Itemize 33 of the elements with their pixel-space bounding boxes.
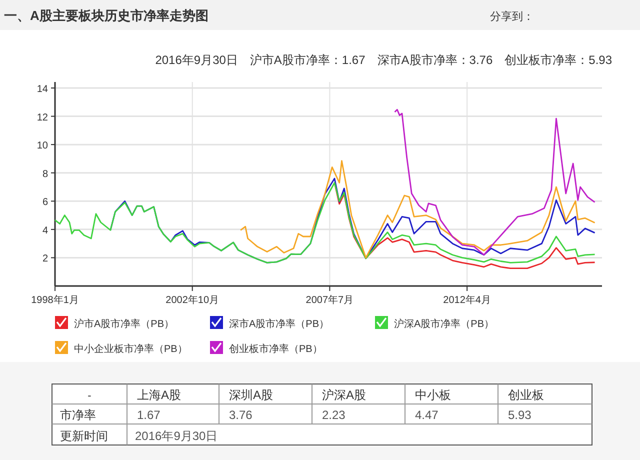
text: 2016年9月30日	[135, 429, 218, 443]
category-label: 上海A股	[137, 388, 182, 402]
y-tick-label: 4	[42, 225, 48, 236]
legend-label: 深市A股市净率（PB）	[229, 318, 330, 330]
category-label: 深圳A股	[229, 388, 274, 402]
legend-label: 沪市A股市净率（PB）	[74, 318, 174, 330]
text: 分享到：	[490, 10, 534, 23]
x-tick-label: 2012年4月	[443, 294, 491, 306]
data-label: 1.67	[137, 408, 161, 422]
y-tick-label: 10	[36, 140, 48, 152]
legend-label: 中小企业板市净率（PB）	[74, 343, 188, 355]
chart-subtitle: 2016年9月30日 沪市A股市净率：1.67 深市A股市净率：3.76 创业板市净率：5.93	[155, 53, 612, 67]
x-tick-label: 1998年1月	[31, 294, 79, 306]
x-tick-label: 2002年10月	[166, 294, 220, 306]
y-tick-label: 12	[36, 112, 48, 124]
category-label: 创业板	[508, 388, 544, 402]
y-tick-label: 2	[42, 254, 48, 265]
chart-title: 一、A股主要板块历史市净率走势图	[4, 8, 208, 23]
category-label: 沪深A股	[322, 388, 366, 402]
category-label: 中小板	[415, 388, 451, 402]
text: 更新时间	[60, 429, 108, 443]
data-label: 4.47	[415, 408, 439, 422]
data-label: 5.93	[508, 408, 532, 422]
data-label: 3.76	[229, 408, 253, 422]
legend-label: 沪深A股市净率（PB）	[394, 318, 494, 330]
y-tick-label: 8	[42, 168, 48, 180]
legend-label: 创业板市净率（PB）	[229, 343, 322, 355]
y-tick-label: 6	[42, 197, 48, 208]
text: 市净率	[60, 408, 96, 422]
x-tick-label: 2007年7月	[306, 294, 354, 306]
text: -	[88, 390, 92, 402]
y-tick-label: 14	[36, 84, 48, 95]
data-label: 2.23	[322, 408, 346, 422]
